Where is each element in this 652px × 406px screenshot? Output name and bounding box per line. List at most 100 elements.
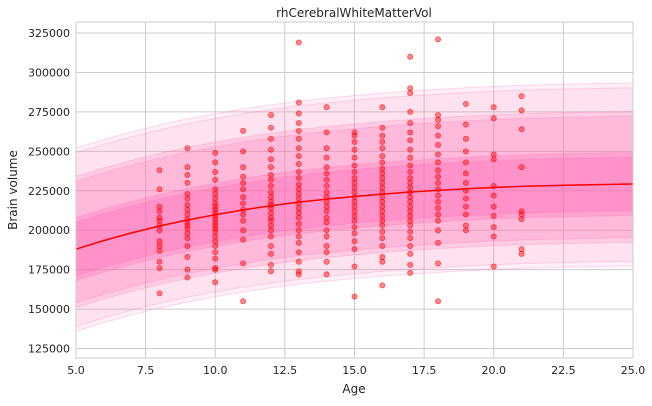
data-point [407,208,414,215]
data-point [462,170,469,177]
data-point [379,175,386,182]
data-point [518,93,525,100]
data-point [518,164,525,171]
data-point [351,129,358,136]
y-tick-label: 250000 [28,145,70,158]
x-tick-label: 12.5 [273,364,298,377]
data-point [518,246,525,253]
data-point [435,116,442,123]
data-point [212,265,219,272]
data-point [407,137,414,144]
data-point [351,146,358,153]
data-point [379,282,386,289]
data-point [240,148,247,155]
data-point [267,227,274,234]
data-point [267,198,274,205]
data-point [212,233,219,240]
data-point [323,271,330,278]
data-point [240,164,247,171]
x-tick-label: 20.0 [482,364,507,377]
data-point [295,127,302,134]
data-point [351,238,358,245]
data-point [184,164,191,171]
chart-title: rhCerebralWhiteMatterVol [276,6,432,20]
data-point [295,39,302,46]
data-point [323,219,330,226]
data-point [323,145,330,152]
data-point [435,36,442,43]
data-point [435,239,442,246]
data-point [156,227,163,234]
data-point [407,269,414,276]
data-point [435,112,442,119]
data-point [267,124,274,131]
data-point [184,145,191,152]
data-point [379,145,386,152]
data-point [212,206,219,213]
data-point [462,101,469,108]
data-point [351,217,358,224]
data-point [184,235,191,242]
data-point [379,104,386,111]
data-point [295,99,302,106]
data-point [240,298,247,305]
data-point [407,129,414,136]
data-point [295,168,302,175]
data-point [351,208,358,215]
data-point [462,222,469,229]
data-point [407,217,414,224]
data-point [435,132,442,139]
data-point [240,211,247,218]
data-point [351,168,358,175]
data-point [379,222,386,229]
data-point [156,186,163,193]
data-point [212,176,219,183]
data-point [156,203,163,210]
data-point [323,203,330,210]
grid-layer [75,22,634,358]
data-point [323,227,330,234]
data-point [518,107,525,114]
data-point [462,211,469,218]
data-point [379,184,386,191]
x-tick-label: 15.0 [342,364,367,377]
data-point [240,227,247,234]
data-point [407,222,414,229]
data-point [295,268,302,275]
data-point [407,168,414,175]
tick-labels: 5.0 7.5 10.0 12.5 15.0 17.5 20.0 22.5 25.0 125000… [28,27,645,377]
data-point [295,227,302,234]
data-point [407,85,414,92]
data-point [407,108,414,115]
x-tick-label: 25.0 [621,364,646,377]
data-point [295,181,302,188]
data-point [240,186,247,193]
data-point [267,233,274,240]
data-point [212,249,219,256]
data-point [351,132,358,139]
data-point [351,189,358,196]
data-point [156,242,163,249]
data-point [212,195,219,202]
data-point [518,216,525,223]
data-point [212,216,219,223]
data-point [184,230,191,237]
data-point [184,190,191,197]
data-point [407,261,414,268]
data-point [435,205,442,212]
y-tick-label: 125000 [28,343,70,356]
data-point [407,175,414,182]
data-point [295,119,302,126]
data-point [435,192,442,199]
data-point [435,142,442,149]
data-point [323,129,330,136]
data-point [379,213,386,220]
data-point [295,135,302,142]
data-point [212,222,219,229]
data-point [379,170,386,177]
data-point [267,250,274,257]
data-point [462,203,469,210]
data-point [212,225,219,232]
